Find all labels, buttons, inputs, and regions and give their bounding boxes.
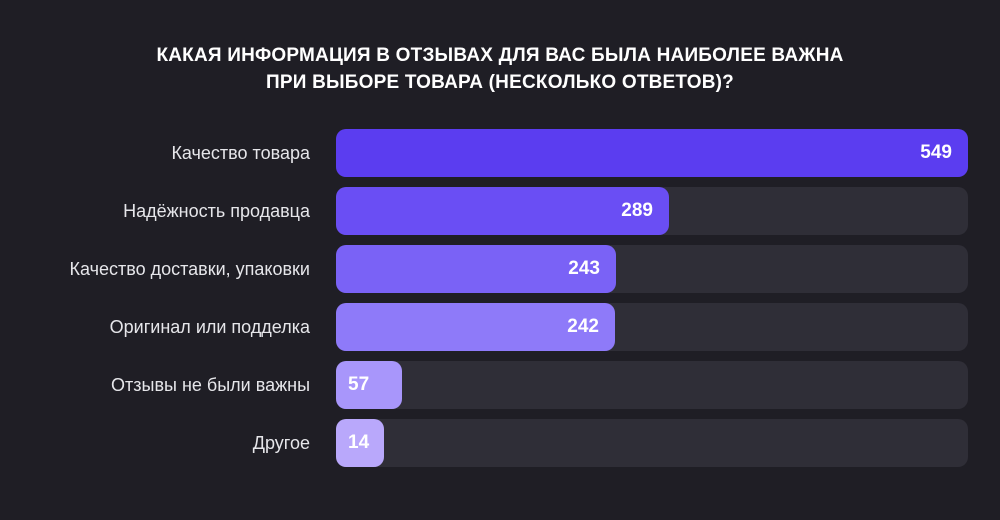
chart-title-line-1: КАКАЯ ИНФОРМАЦИЯ В ОТЗЫВАХ ДЛЯ ВАС БЫЛА … — [156, 45, 844, 66]
chart-title-line-2: ПРИ ВЫБОРЕ ТОВАРА (НЕСКОЛЬКО ОТВЕТОВ)? — [266, 72, 734, 93]
value-label: 243 — [568, 258, 600, 279]
bar-row: Надёжность продавца 289 — [0, 187, 1000, 235]
bar — [336, 303, 615, 351]
bar-track — [336, 419, 968, 467]
bar — [336, 129, 968, 177]
chart-title: КАКАЯ ИНФОРМАЦИЯ В ОТЗЫВАХ ДЛЯ ВАС БЫЛА … — [0, 42, 1000, 96]
bar — [336, 419, 384, 467]
bar-row: Оригинал или подделка 242 — [0, 303, 1000, 351]
value-label: 57 — [348, 374, 370, 395]
value-label: 289 — [621, 200, 653, 221]
bar — [336, 245, 616, 293]
category-label: Другое — [252, 433, 310, 453]
category-label: Надёжность продавца — [123, 201, 310, 221]
bar-row: Другое 14 — [0, 419, 1000, 467]
category-label: Качество доставки, упаковки — [69, 259, 310, 279]
bar-row: Отзывы не были важны 57 — [0, 361, 1000, 409]
value-label: 549 — [920, 142, 952, 163]
category-label: Отзывы не были важны — [111, 375, 310, 395]
bar-row: Качество товара 549 — [0, 129, 1000, 177]
value-label: 242 — [567, 316, 599, 337]
bar-track — [336, 361, 968, 409]
bar-row: Качество доставки, упаковки 243 — [0, 245, 1000, 293]
category-label: Оригинал или подделка — [109, 317, 310, 337]
bar — [336, 361, 402, 409]
category-label: Качество товара — [171, 143, 310, 163]
value-label: 14 — [348, 432, 370, 453]
bar — [336, 187, 669, 235]
